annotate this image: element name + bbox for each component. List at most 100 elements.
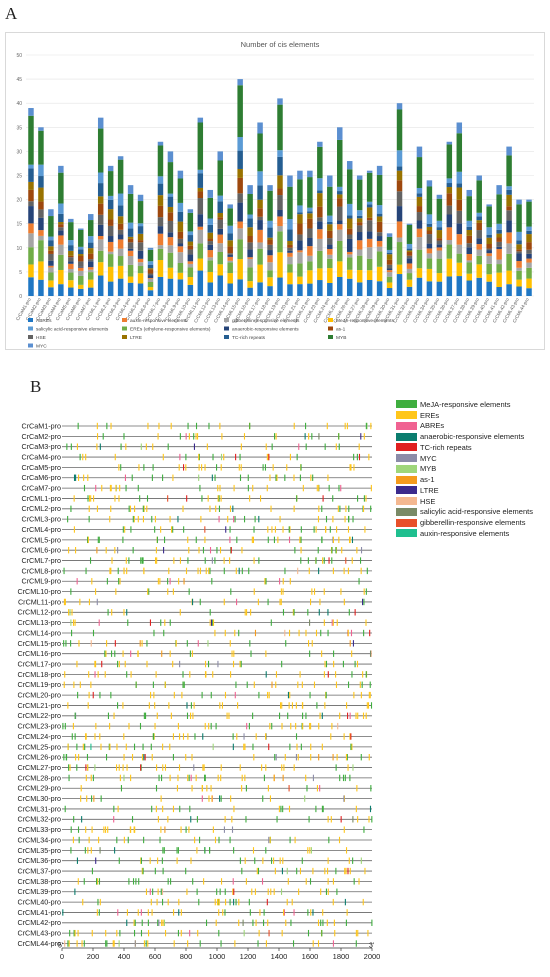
- bar-segment: [227, 273, 233, 284]
- bar-segment: [526, 242, 532, 250]
- bar-segment: [157, 226, 164, 234]
- three-prime-label: 3': [369, 943, 374, 950]
- bar-segment: [486, 206, 492, 228]
- bar-segment: [257, 282, 263, 296]
- bar-segment: [526, 234, 532, 243]
- bar-segment: [416, 268, 423, 278]
- bar-segment: [28, 206, 34, 224]
- bar-segment: [187, 267, 194, 278]
- bar-segment: [406, 268, 413, 274]
- bar-segment: [366, 217, 373, 221]
- bar-segment: [317, 238, 323, 251]
- bar-segment: [526, 267, 532, 279]
- bar-segment: [386, 233, 393, 237]
- bar-segment: [277, 209, 283, 217]
- bar-segment: [147, 261, 154, 265]
- bar-segment: [446, 187, 453, 194]
- bar-segment: [38, 261, 44, 280]
- bar-segment: [317, 268, 323, 281]
- bar-segment: [406, 273, 413, 280]
- bar-segment: [327, 258, 333, 269]
- bar-segment: [287, 256, 293, 265]
- bar-segment: [267, 185, 273, 191]
- bar-segment: [456, 183, 463, 188]
- bar-segment: [28, 264, 34, 278]
- bar-segment: [97, 128, 104, 173]
- promoter-label: CrCaM1-pro: [21, 421, 61, 430]
- bar-segment: [346, 203, 353, 216]
- bar-segment: [366, 247, 373, 259]
- bar-segment: [426, 226, 433, 231]
- bar-segment: [48, 253, 54, 261]
- bar-segment: [147, 275, 154, 279]
- bar-segment: [297, 212, 303, 215]
- bar-segment: [356, 179, 363, 211]
- bar-segment: [516, 286, 522, 296]
- promoter-label: CrCML21-pro: [17, 701, 61, 710]
- promoter-label: CrCaM6-pro: [21, 473, 61, 482]
- bar-segment: [28, 247, 34, 265]
- bar-segment: [287, 240, 293, 245]
- bar-segment: [177, 279, 184, 296]
- bar-segment: [137, 240, 144, 243]
- legend-swatch: [28, 335, 33, 339]
- bar-segment: [297, 205, 303, 213]
- bar-segment: [366, 207, 373, 218]
- bar-segment: [58, 269, 64, 285]
- bar-segment: [217, 201, 223, 213]
- bar-segment: [337, 139, 343, 187]
- bar-segment: [396, 103, 403, 110]
- promoter-label: CrCML9-pro: [21, 577, 61, 586]
- promoter-label: CrCML8-pro: [21, 566, 61, 575]
- bar-segment: [416, 196, 423, 207]
- bar-segment: [317, 146, 323, 179]
- bar-segment: [346, 257, 353, 270]
- bar-segment: [337, 191, 343, 195]
- legend-item: as-1: [396, 474, 533, 485]
- legend-label: gibberellin-responsive elements: [420, 518, 526, 528]
- bar-segment: [327, 230, 333, 239]
- bar-segment: [97, 196, 104, 204]
- bar-segment: [327, 224, 333, 231]
- bar-segment: [337, 127, 343, 140]
- bar-segment: [307, 207, 313, 212]
- promoter-label: CrCML7-pro: [21, 556, 61, 565]
- bar-segment: [78, 261, 84, 267]
- bar-segment: [117, 278, 124, 296]
- bar-segment: [456, 234, 463, 245]
- legend-label: HSE: [420, 496, 436, 506]
- promoter-label: CrCML12-pro: [17, 608, 61, 617]
- legend-label: salicylic acid-responsive elements: [420, 507, 533, 517]
- bar-segment: [346, 269, 353, 279]
- bar-segment: [277, 231, 283, 253]
- legend-swatch: [396, 411, 417, 420]
- bar-segment: [406, 255, 413, 259]
- bar-segment: [446, 227, 453, 241]
- bar-segment: [28, 233, 34, 248]
- bar-segment: [476, 216, 482, 221]
- bar-segment: [147, 278, 154, 283]
- promoter-label: CrCML33-pro: [17, 825, 61, 834]
- bar-segment: [207, 244, 214, 251]
- bar-segment: [406, 250, 413, 252]
- bar-segment: [356, 210, 363, 216]
- bar-segment: [356, 218, 363, 223]
- bar-segment: [267, 220, 273, 228]
- bar-segment: [466, 235, 472, 244]
- bar-segment: [506, 194, 512, 207]
- bar-segment: [127, 255, 134, 265]
- bar-segment: [177, 262, 184, 273]
- bar-segment: [436, 198, 443, 221]
- bar-segment: [356, 222, 363, 226]
- promoter-label: CrCML13-pro: [17, 618, 61, 627]
- promoter-label: CrCML18-pro: [17, 670, 61, 679]
- bar-segment: [137, 262, 144, 267]
- bar-segment: [28, 189, 34, 202]
- bar-segment: [227, 262, 233, 274]
- bar-segment: [137, 273, 144, 284]
- bar-segment: [396, 206, 403, 222]
- bar-segment: [376, 251, 383, 267]
- bar-segment: [446, 240, 453, 245]
- bar-segment: [476, 264, 482, 278]
- bar-segment: [167, 220, 174, 233]
